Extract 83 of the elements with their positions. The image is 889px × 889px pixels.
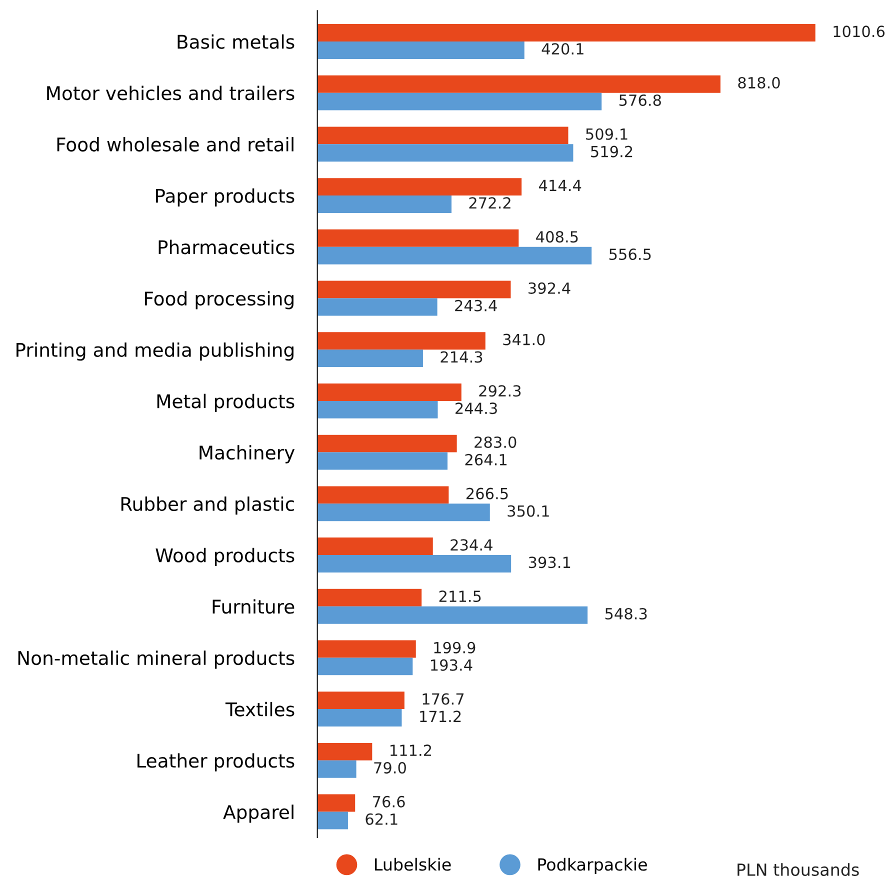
bar [317,246,592,264]
bar [317,229,519,247]
y-tick-label: Apparel [223,804,294,823]
data-label: 79.0 [374,762,406,774]
bar [317,434,457,452]
data-label: 243.4 [455,300,497,312]
bar [317,400,438,418]
bar [317,504,490,522]
data-label: 211.5 [439,590,481,602]
legend-label: Lubelskie [375,858,451,871]
data-label: 509.1 [586,128,628,140]
bar [317,144,574,162]
data-label: 234.4 [450,539,492,551]
data-label: 176.7 [422,693,464,705]
legend-label: Podkarpackie [538,858,647,874]
bar [317,588,422,606]
bar [317,709,402,727]
y-tick-label: Wood products [156,548,294,566]
data-label: 576.8 [619,94,661,106]
bar [317,24,816,42]
bar [317,658,413,676]
bar [317,350,423,368]
bar [317,640,416,658]
data-label: 283.0 [474,436,516,448]
bar [317,383,462,401]
data-label: 548.3 [605,608,647,620]
bar [317,742,372,760]
data-label: 193.4 [431,659,472,671]
bar [317,92,602,110]
y-tick-label: Machinery [200,445,295,464]
y-tick-label: Furniture [212,599,294,614]
data-label: 272.2 [469,197,510,208]
data-label: 111.2 [390,744,432,756]
y-tick-label: Non-metalic mineral products [18,650,294,669]
bar [317,794,356,812]
y-tick-label: Metal products [157,394,294,412]
bar [317,41,524,59]
bar [317,486,449,504]
data-label: 266.5 [466,488,508,500]
y-tick-label: Pharmaceutics [158,240,294,254]
bar [317,280,511,298]
data-label: 244.3 [456,402,497,414]
data-label: 292.3 [479,385,521,397]
bar [317,178,522,196]
bar [317,555,512,572]
bar [317,196,452,213]
data-label: 199.9 [434,642,476,654]
data-label: 818.0 [738,76,780,89]
data-label: 393.1 [528,556,570,568]
y-tick-label: Printing and media publishing [16,342,294,361]
data-label: 341.0 [503,334,545,346]
y-tick-label: Basic metals [178,34,294,49]
bar [317,692,404,710]
data-label: 408.5 [536,231,578,243]
bar [317,298,438,316]
data-label: 392.4 [528,282,570,294]
y-tick-label: Textiles [225,702,294,716]
y-tick-label: Motor vehicles and trailers [47,86,294,100]
bar [317,760,356,778]
data-label: 556.5 [609,248,651,260]
data-label: 214.3 [440,351,482,363]
y-tick-label: Rubber and plastic [121,496,294,515]
bar [317,332,486,350]
data-label: 414.4 [538,180,582,192]
bar [317,126,568,144]
y-tick-label: Leather products [138,753,294,772]
data-label: 350.1 [508,505,549,517]
data-label: 264.1 [465,454,507,466]
y-tick-label: Food processing [145,291,294,310]
bar [317,452,448,470]
text: PLN thousands [738,863,859,876]
bar [317,75,720,93]
y-tick-label: Paper products [156,188,294,207]
data-label: 171.2 [420,710,461,722]
bar [317,812,348,830]
data-label: 519.2 [591,146,632,158]
data-label: 420.1 [542,43,584,55]
y-tick-label: Food wholesale and retail [57,137,294,152]
data-label: 62.1 [366,813,398,825]
data-label: 76.6 [373,796,405,808]
bar [317,606,588,624]
bar [317,538,433,555]
data-label: 1010.6 [834,26,885,38]
